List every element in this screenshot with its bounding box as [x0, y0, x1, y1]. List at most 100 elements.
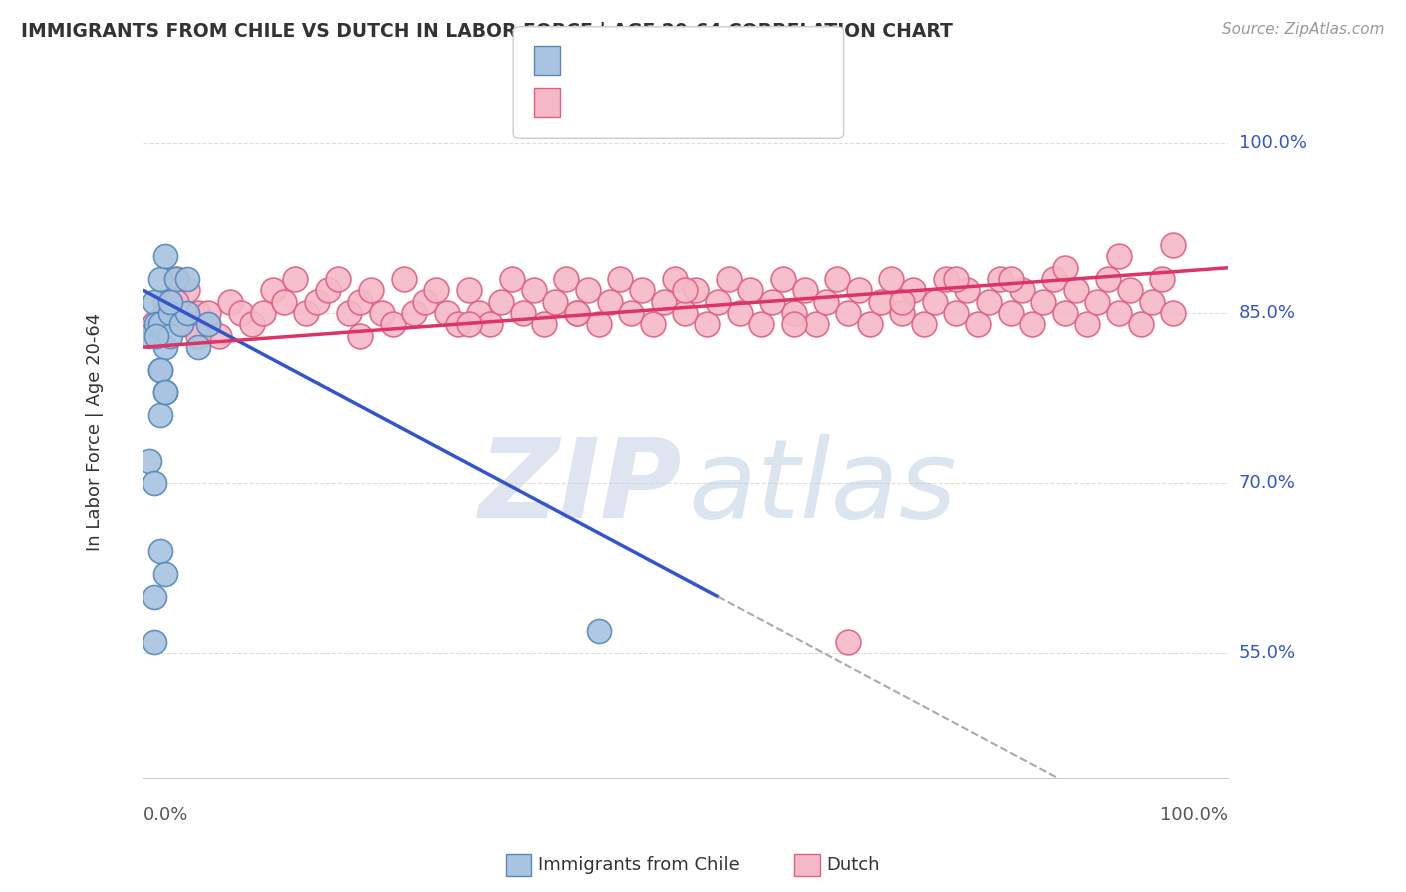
Text: R =: R = [568, 94, 607, 112]
Point [143, 476, 166, 491]
Point [489, 294, 512, 309]
Point [159, 294, 181, 309]
Text: 100.0%: 100.0% [1160, 805, 1227, 823]
Point [176, 318, 198, 332]
Point [652, 294, 675, 309]
Point [1119, 284, 1142, 298]
Text: 100.0%: 100.0% [1239, 134, 1306, 152]
Point [1163, 306, 1185, 320]
Point [153, 566, 176, 581]
Point [945, 306, 967, 320]
Text: 0.0%: 0.0% [143, 805, 188, 823]
Text: 85.0%: 85.0% [1239, 304, 1296, 322]
Point [457, 284, 479, 298]
Point [153, 340, 176, 354]
Point [1108, 306, 1130, 320]
Text: -0.452: -0.452 [621, 52, 686, 70]
Point [143, 635, 166, 649]
Point [468, 306, 491, 320]
Point [381, 318, 404, 332]
Point [153, 306, 176, 320]
Point [783, 306, 806, 320]
Point [337, 306, 360, 320]
Point [165, 294, 187, 309]
Point [967, 318, 990, 332]
Point [143, 318, 166, 332]
Point [219, 294, 242, 309]
Text: N =: N = [697, 52, 737, 70]
Point [240, 318, 263, 332]
Point [197, 306, 219, 320]
Point [641, 318, 664, 332]
Point [425, 284, 447, 298]
Point [187, 306, 209, 320]
Point [143, 294, 166, 309]
Point [544, 294, 567, 309]
Point [588, 624, 610, 638]
Point [576, 284, 599, 298]
Point [793, 284, 815, 298]
Point [159, 328, 181, 343]
Point [149, 272, 172, 286]
Point [523, 284, 546, 298]
Point [717, 272, 740, 286]
Point [555, 272, 578, 286]
Point [1064, 284, 1087, 298]
Point [869, 294, 891, 309]
Point [159, 306, 181, 320]
Point [208, 328, 231, 343]
Point [447, 318, 470, 332]
Point [145, 318, 167, 332]
Text: Immigrants from Chile: Immigrants from Chile [538, 856, 740, 874]
Point [1108, 249, 1130, 263]
Point [273, 294, 295, 309]
Point [229, 306, 252, 320]
Point [149, 363, 172, 377]
Point [772, 272, 794, 286]
Point [783, 318, 806, 332]
Text: N =: N = [697, 94, 737, 112]
Text: ZIP: ZIP [478, 434, 682, 541]
Point [316, 284, 339, 298]
Point [815, 294, 838, 309]
Text: In Labor Force | Age 20-64: In Labor Force | Age 20-64 [86, 313, 104, 551]
Point [891, 294, 914, 309]
Point [392, 272, 415, 286]
Point [1129, 318, 1152, 332]
Point [165, 272, 187, 286]
Point [1032, 294, 1054, 309]
Point [479, 318, 502, 332]
Text: atlas: atlas [689, 434, 957, 541]
Point [825, 272, 848, 286]
Point [685, 284, 707, 298]
Point [1043, 272, 1066, 286]
Point [749, 318, 772, 332]
Point [631, 284, 654, 298]
Point [1000, 306, 1022, 320]
Point [176, 272, 198, 286]
Point [977, 294, 1000, 309]
Point [675, 306, 697, 320]
Point [143, 318, 166, 332]
Point [1087, 294, 1109, 309]
Point [149, 363, 172, 377]
Point [153, 294, 176, 309]
Point [1021, 318, 1043, 332]
Point [176, 284, 198, 298]
Point [138, 453, 160, 467]
Text: 55.0%: 55.0% [1239, 644, 1296, 662]
Point [252, 306, 274, 320]
Point [176, 306, 198, 320]
Point [371, 306, 394, 320]
Point [1076, 318, 1098, 332]
Point [565, 306, 588, 320]
Point [1053, 306, 1076, 320]
Point [859, 318, 882, 332]
Point [837, 635, 859, 649]
Point [501, 272, 523, 286]
Point [588, 318, 610, 332]
Point [170, 318, 193, 332]
Point [404, 306, 426, 320]
Point [533, 318, 555, 332]
Text: 113: 113 [742, 94, 780, 112]
